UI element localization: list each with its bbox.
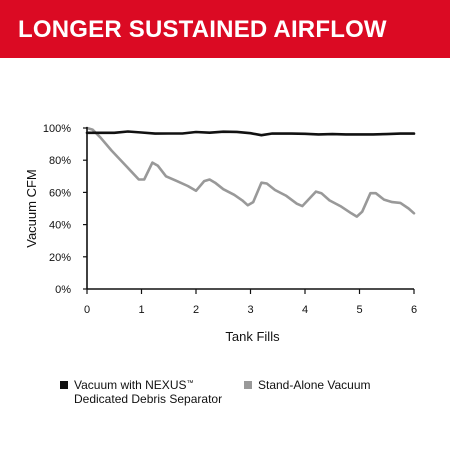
legend-label-nexus: Vacuum with NEXUS™ Dedicated Debris Sepa…: [74, 378, 222, 406]
y-tick-label: 0%: [55, 284, 71, 296]
legend-label-standalone: Stand-Alone Vacuum: [258, 378, 371, 392]
x-tick-label: 5: [356, 304, 362, 316]
legend-swatch-nexus: [60, 381, 68, 389]
series-line-nexus: [85, 130, 416, 137]
x-tick-label: 4: [302, 304, 308, 316]
legend-label-nexus-line1: Vacuum with NEXUS: [74, 378, 187, 392]
chart-legend: Vacuum with NEXUS™ Dedicated Debris Sepa…: [0, 378, 450, 418]
legend-label-nexus-line2: Dedicated Debris Separator: [74, 392, 223, 406]
x-tick-label: 2: [193, 304, 199, 316]
x-axis-label: Tank Fills: [225, 329, 280, 344]
y-tick-label: 100%: [43, 123, 71, 135]
x-tick-label: 1: [138, 304, 144, 316]
x-tick-label: 6: [411, 304, 417, 316]
series-line-standalone: [85, 126, 416, 218]
y-tick-label: 40%: [49, 220, 71, 232]
legend-item-standalone: Stand-Alone Vacuum: [244, 378, 371, 392]
x-tick-label: 0: [84, 304, 90, 316]
y-tick-label: 60%: [49, 187, 71, 199]
chart-title: LONGER SUSTAINED AIRFLOW: [18, 15, 387, 43]
title-banner: LONGER SUSTAINED AIRFLOW: [0, 0, 450, 58]
y-axis-label: Vacuum CFM: [24, 169, 39, 248]
y-tick-label: 20%: [49, 252, 71, 264]
legend-swatch-standalone: [244, 381, 252, 389]
legend-item-nexus: Vacuum with NEXUS™ Dedicated Debris Sepa…: [60, 378, 222, 406]
y-tick-label: 80%: [49, 155, 71, 167]
line-chart: 0% 20% 40% 60% 80% 100% 0 1 2 3 4 5 6 Tank Fills Vacuu…: [24, 123, 417, 344]
trademark-symbol: ™: [186, 380, 194, 387]
x-tick-label: 3: [247, 304, 253, 316]
